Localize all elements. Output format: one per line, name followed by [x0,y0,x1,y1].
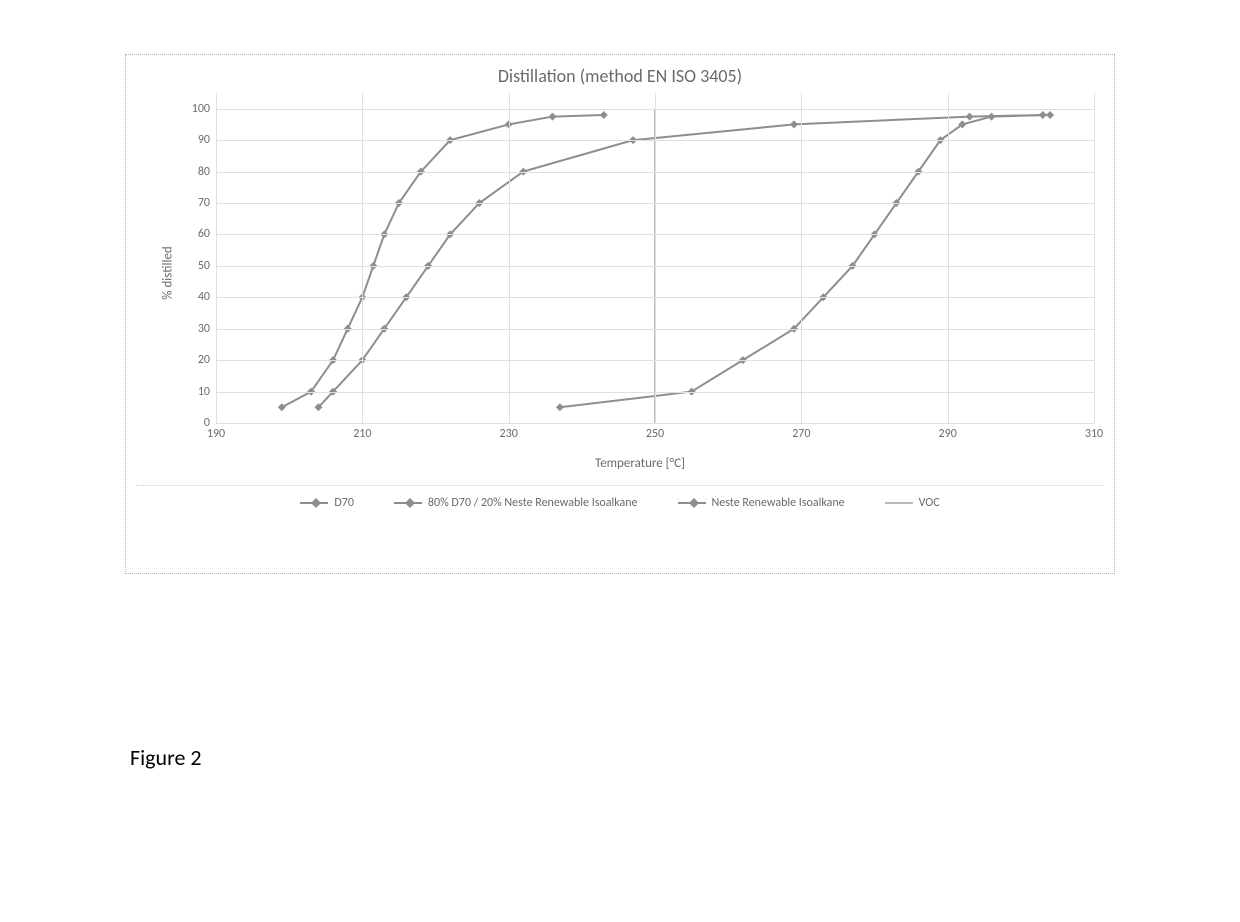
legend-label: D70 [334,496,354,510]
ytick-label: 100 [192,102,210,116]
gridline-v [948,93,949,423]
gridline-v [801,93,802,423]
chart-title: Distillation (method EN ISO 3405) [126,65,1114,87]
ytick-label: 90 [198,133,210,147]
x-axis-label: Temperature [°C] [186,456,1094,471]
legend-swatch-icon [885,496,913,510]
ytick-label: 80 [198,165,210,179]
xtick-label: 270 [792,427,810,441]
y-axis-label: % distilled [160,246,175,300]
xtick-label: 250 [646,427,664,441]
xtick-label: 230 [500,427,518,441]
legend-item: 80% D70 / 20% Neste Renewable Isoalkane [394,496,638,510]
legend-item: VOC [885,496,940,510]
series-marker [556,403,564,411]
series-marker [549,113,557,121]
series-marker [1046,111,1054,119]
figure-caption: Figure 2 [130,744,202,771]
legend-item: Neste Renewable Isoalkane [678,496,845,510]
series-line [560,115,1050,407]
legend-label: 80% D70 / 20% Neste Renewable Isoalkane [428,496,638,510]
series-line [318,115,1042,407]
legend-item: D70 [300,496,354,510]
gridline-v [655,93,656,423]
ytick-label: 50 [198,259,210,273]
legend-label: VOC [919,496,940,510]
gridline-v [1094,93,1095,423]
ytick-label: 40 [198,290,210,304]
chart-container: Distillation (method EN ISO 3405) % dist… [125,54,1115,574]
xtick-label: 290 [939,427,957,441]
chart-legend: D70 80% D70 / 20% Neste Renewable Isoalka… [136,485,1104,524]
ytick-label: 20 [198,353,210,367]
series-marker [278,403,286,411]
legend-swatch-icon [300,496,328,510]
series-marker [966,113,974,121]
series-marker [600,111,608,119]
gridline-h [216,423,1094,424]
series-line [282,115,604,407]
xtick-label: 310 [1085,427,1103,441]
gridline-v [509,93,510,423]
series-marker [988,113,996,121]
legend-label: Neste Renewable Isoalkane [712,496,845,510]
gridline-v [362,93,363,423]
plot-wrap: % distilled 0102030405060708090100190210… [186,93,1094,453]
gridline-v [216,93,217,423]
legend-swatch-icon [678,496,706,510]
xtick-label: 210 [353,427,371,441]
series-marker [790,120,798,128]
ytick-label: 10 [198,385,210,399]
plot-area: 0102030405060708090100190210230250270290… [216,93,1094,423]
ytick-label: 30 [198,322,210,336]
legend-swatch-icon [394,496,422,510]
ytick-label: 70 [198,196,210,210]
ytick-label: 60 [198,227,210,241]
xtick-label: 190 [207,427,225,441]
